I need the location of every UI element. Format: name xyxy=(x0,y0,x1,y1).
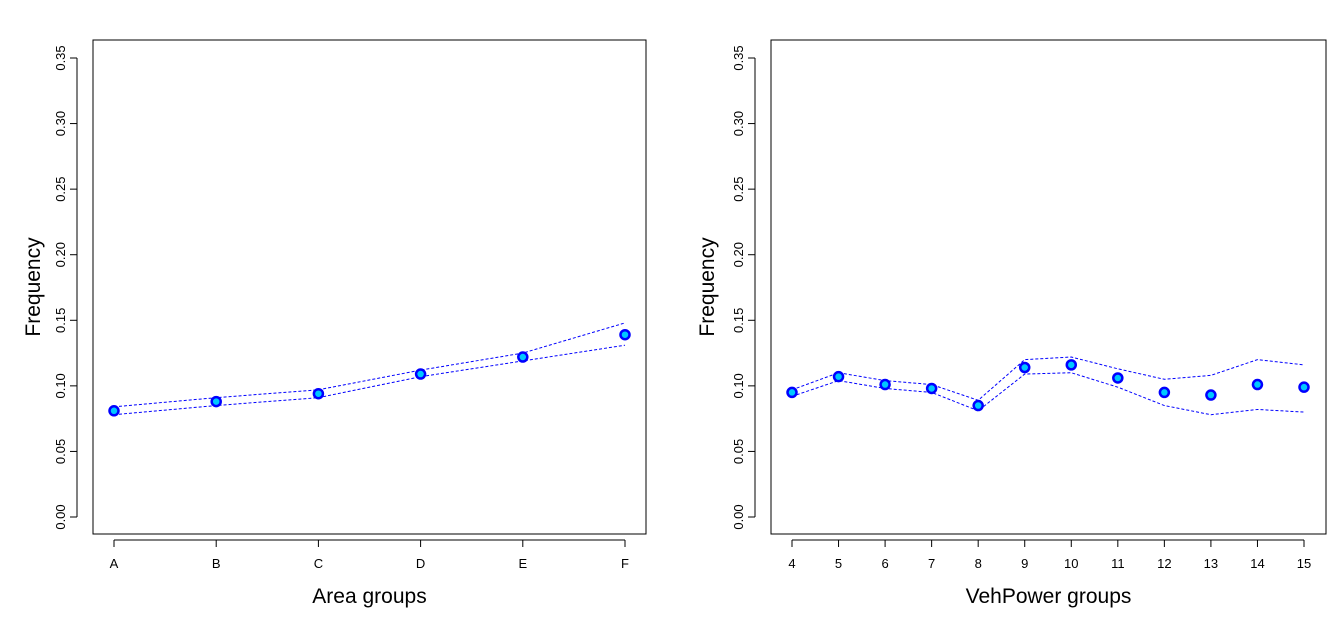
chart-1-x-tick-label: 6 xyxy=(881,556,888,571)
chart-1-x-tick-label: 15 xyxy=(1297,556,1311,571)
chart-0-x-tick-label: D xyxy=(416,556,425,571)
chart-1-y-tick-label: 0.10 xyxy=(731,373,746,398)
chart-0-y-tick-label: 0.00 xyxy=(53,504,68,529)
chart-1-y-tick-label: 0.25 xyxy=(731,176,746,201)
chart-0-x-tick-label: F xyxy=(621,556,629,571)
chart-0-y-tick-label: 0.15 xyxy=(53,308,68,333)
chart-0-x-axis-title: Area groups xyxy=(312,585,426,608)
chart-1-x-tick-label: 7 xyxy=(928,556,935,571)
chart-1-point-12 xyxy=(1158,386,1171,399)
chart-1-point-7 xyxy=(925,382,938,395)
chart-0-y-tick-label: 0.30 xyxy=(53,111,68,136)
vehpower-groups-panel: 0.00 0.05 0.10 0.15 0.20 0.25 0.30 0.35 4 5 6 7 8 9 10… xyxy=(696,39,1327,608)
chart-0-y-tick-label: 0.20 xyxy=(53,242,68,267)
chart-0-plot-frame xyxy=(92,39,647,535)
chart-0-x-tick-label: C xyxy=(314,556,323,571)
chart-1-point-14 xyxy=(1251,378,1264,391)
chart-0-x-tick-label: E xyxy=(518,556,527,571)
chart-1-x-axis-title: VehPower groups xyxy=(966,585,1132,608)
chart-1-x-tick-label: 4 xyxy=(788,556,795,571)
chart-0-point-D xyxy=(414,368,427,380)
chart-1-point-10 xyxy=(1065,359,1078,371)
chart-1-x-tick-label: 8 xyxy=(975,556,982,571)
chart-1-y-tick-label: 0.15 xyxy=(731,308,746,333)
chart-1-x-tick-label: 5 xyxy=(835,556,842,571)
chart-1-point-9 xyxy=(1018,361,1031,374)
chart-0-y-tick-label: 0.10 xyxy=(53,373,68,398)
chart-0-y-tick-label: 0.35 xyxy=(53,45,68,70)
chart-1-y-tick-label: 0.35 xyxy=(731,45,746,70)
chart-0-x-tick-label: A xyxy=(110,556,119,571)
chart-0-point-A xyxy=(108,405,120,417)
chart-0-y-tick-label: 0.05 xyxy=(53,439,68,464)
chart-1-y-axis-title: Frequency xyxy=(696,237,719,337)
chart-1-y-tick-label: 0.30 xyxy=(731,111,746,136)
chart-1-x-tick-label: 10 xyxy=(1064,556,1078,571)
chart-0-x-tick-label: B xyxy=(212,556,221,571)
chart-1-x-tick-label: 11 xyxy=(1111,556,1125,571)
chart-1-x-tick-label: 12 xyxy=(1157,556,1171,571)
chart-0-point-E xyxy=(517,351,529,363)
chart-1-lower-bound-line xyxy=(791,372,1305,416)
chart-0-upper-bound-line xyxy=(113,322,626,408)
area-groups-panel: 0.00 0.05 0.10 0.15 0.20 0.25 0.30 0.35 A B C D E F Ar… xyxy=(22,39,647,608)
chart-1-point-6 xyxy=(879,378,891,391)
chart-0-y-tick-label: 0.25 xyxy=(53,176,68,201)
chart-0-lower-bound-line xyxy=(113,344,626,416)
chart-1-upper-bound-line xyxy=(791,356,1305,401)
chart-1-y-tick-label: 0.00 xyxy=(731,504,746,529)
chart-1-point-11 xyxy=(1112,372,1124,384)
chart-1-x-tick-label: 9 xyxy=(1021,556,1028,571)
chart-1-plot-frame xyxy=(770,39,1327,535)
chart-0-point-F xyxy=(619,328,631,341)
chart-0-point-C xyxy=(312,387,325,400)
chart-1-y-tick-label: 0.05 xyxy=(731,439,746,464)
chart-1-point-4 xyxy=(786,386,798,399)
chart-1-point-5 xyxy=(832,370,845,383)
chart-0-point-B xyxy=(210,395,222,408)
chart-1-point-15 xyxy=(1298,381,1310,393)
chart-1-x-tick-label: 13 xyxy=(1204,556,1218,571)
chart-1-y-tick-label: 0.20 xyxy=(731,242,746,267)
chart-1-point-8 xyxy=(972,399,984,412)
chart-1-point-13 xyxy=(1205,389,1217,401)
chart-1-x-tick-label: 14 xyxy=(1250,556,1264,571)
chart-0-y-axis-title: Frequency xyxy=(22,237,45,337)
